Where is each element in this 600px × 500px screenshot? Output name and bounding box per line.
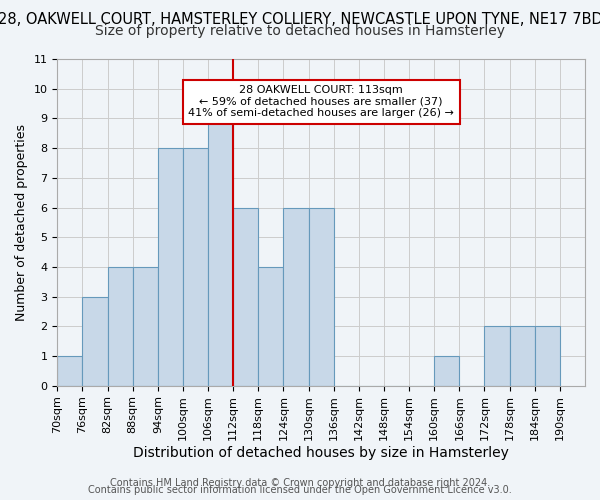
- Bar: [535, 326, 560, 386]
- Bar: [484, 326, 509, 386]
- Text: Size of property relative to detached houses in Hamsterley: Size of property relative to detached ho…: [95, 24, 505, 38]
- Text: 28, OAKWELL COURT, HAMSTERLEY COLLIERY, NEWCASTLE UPON TYNE, NE17 7BD: 28, OAKWELL COURT, HAMSTERLEY COLLIERY, …: [0, 12, 600, 28]
- X-axis label: Distribution of detached houses by size in Hamsterley: Distribution of detached houses by size …: [133, 446, 509, 460]
- Bar: [434, 356, 460, 386]
- Y-axis label: Number of detached properties: Number of detached properties: [15, 124, 28, 321]
- Text: Contains public sector information licensed under the Open Government Licence v3: Contains public sector information licen…: [88, 485, 512, 495]
- Bar: [208, 118, 233, 386]
- Bar: [57, 356, 82, 386]
- Bar: [183, 148, 208, 386]
- Text: Contains HM Land Registry data © Crown copyright and database right 2024.: Contains HM Land Registry data © Crown c…: [110, 478, 490, 488]
- Bar: [259, 267, 283, 386]
- Text: 28 OAKWELL COURT: 113sqm
← 59% of detached houses are smaller (37)
41% of semi-d: 28 OAKWELL COURT: 113sqm ← 59% of detach…: [188, 85, 454, 118]
- Bar: [308, 208, 334, 386]
- Bar: [283, 208, 308, 386]
- Bar: [133, 267, 158, 386]
- Bar: [509, 326, 535, 386]
- Bar: [82, 296, 107, 386]
- Bar: [158, 148, 183, 386]
- Bar: [107, 267, 133, 386]
- Bar: [233, 208, 259, 386]
